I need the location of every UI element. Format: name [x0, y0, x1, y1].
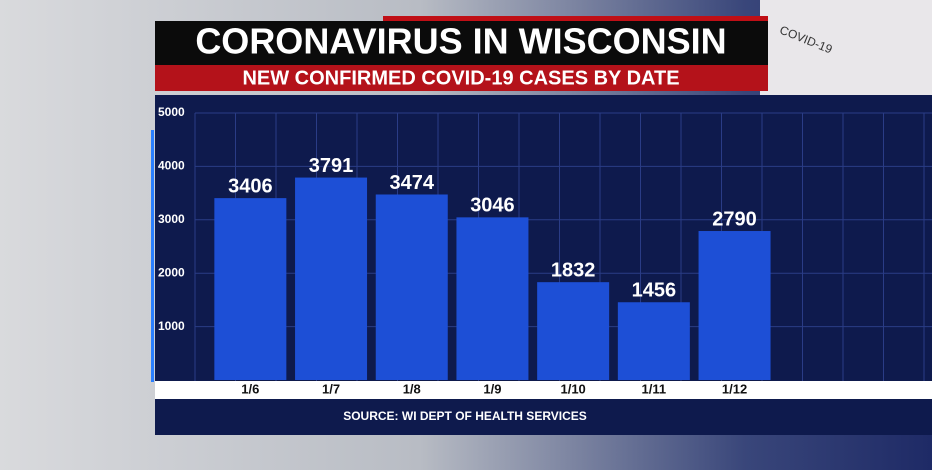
bar — [698, 231, 771, 380]
x-axis-band — [155, 381, 932, 399]
title-accent — [383, 16, 768, 21]
chart-title: CORONAVIRUS IN WISCONSIN — [195, 21, 726, 62]
chart-subtitle: NEW CONFIRMED COVID-19 CASES BY DATE — [242, 67, 679, 89]
y-tick-label: 5000 — [158, 105, 185, 119]
bar — [617, 302, 690, 380]
y-tick-label: 1000 — [158, 319, 185, 333]
y-tick-label: 3000 — [158, 212, 185, 226]
x-tick-label: 1/10 — [560, 381, 585, 396]
data-label: 3406 — [228, 175, 273, 197]
x-tick-label: 1/12 — [722, 381, 747, 396]
bar — [375, 194, 448, 380]
bar — [214, 198, 287, 380]
data-label: 1832 — [551, 259, 596, 281]
bar — [537, 282, 610, 380]
x-tick-label: 1/7 — [322, 381, 340, 396]
bar — [456, 217, 529, 380]
x-tick-label: 1/9 — [483, 381, 501, 396]
x-tick-label: 1/6 — [241, 381, 259, 396]
data-label: 3474 — [390, 172, 435, 194]
data-label: 3046 — [470, 195, 515, 217]
data-label: 3791 — [309, 155, 354, 177]
x-tick-label: 1/11 — [642, 381, 667, 396]
data-label: 2790 — [712, 208, 757, 230]
y-tick-label: 4000 — [158, 159, 185, 173]
title-box — [155, 21, 768, 65]
subtitle-box — [155, 65, 768, 91]
data-label: 1456 — [632, 280, 677, 302]
bar — [295, 177, 368, 380]
background-photo — [760, 0, 932, 95]
y-tick-label: 2000 — [158, 265, 185, 279]
x-tick-label: 1/8 — [403, 381, 421, 396]
source-note: SOURCE: WI DEPT OF HEALTH SERVICES — [343, 409, 587, 423]
axis-accent — [151, 130, 154, 382]
